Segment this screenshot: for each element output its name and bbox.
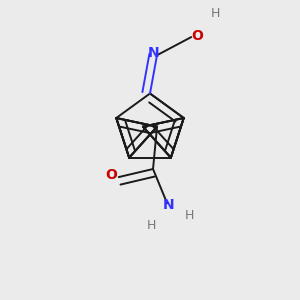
Text: N: N: [148, 46, 159, 60]
Text: H: H: [184, 209, 194, 222]
Text: H: H: [146, 219, 156, 232]
Text: O: O: [105, 168, 117, 182]
Text: N: N: [163, 198, 175, 212]
Text: O: O: [191, 29, 203, 44]
Text: H: H: [211, 7, 220, 20]
